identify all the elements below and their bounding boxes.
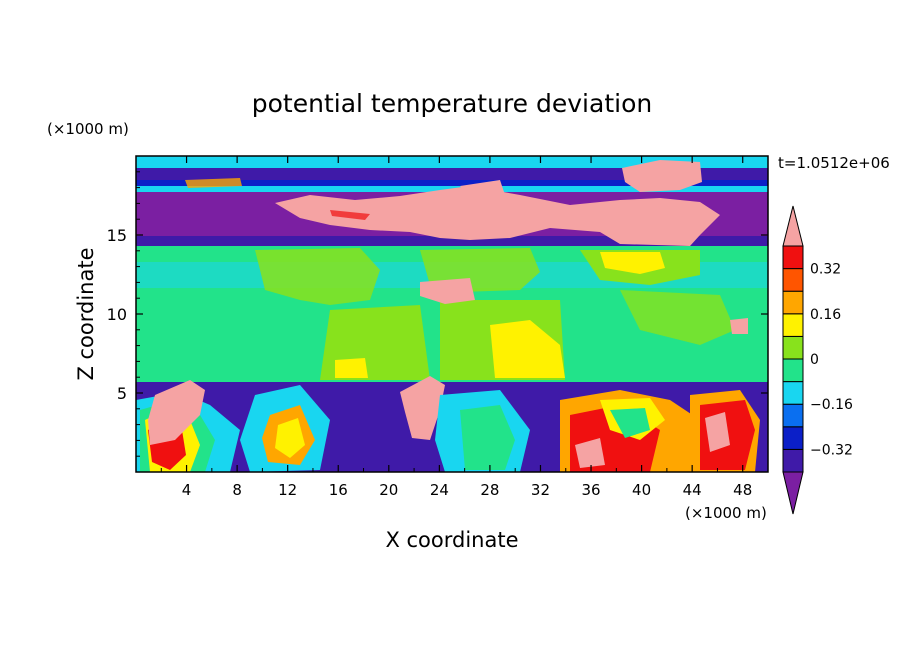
orange-streak <box>185 178 242 188</box>
colorbar: 0.32 0.16 0 −0.16 −0.32 <box>782 205 853 515</box>
x-tick-label: 36 <box>581 481 600 499</box>
colorbar-label: 0 <box>810 352 819 368</box>
colorbar-extend-high <box>782 205 804 247</box>
colorbar-segment <box>782 245 804 270</box>
pink-patch-lower <box>575 438 605 468</box>
colorbar-segment <box>782 381 804 405</box>
colorbar-segment <box>782 290 804 315</box>
band-top-blue <box>136 180 768 186</box>
colorbar-segment <box>782 335 804 360</box>
y-tick-label: 5 <box>117 384 127 403</box>
yellow-blob-top <box>600 252 665 274</box>
x-tick-label: 4 <box>182 481 192 499</box>
green-blob-6 <box>620 290 735 345</box>
band-top-cyan <box>136 156 768 170</box>
x-tick-label: 24 <box>430 481 449 499</box>
lower-green-swirl-4 <box>610 408 650 438</box>
red-edge-streak <box>330 210 370 220</box>
y-axis: 5 10 15 <box>107 171 768 457</box>
colorbar-segment <box>782 403 804 428</box>
plot-area <box>136 156 768 472</box>
colorbar-segment <box>782 313 804 337</box>
pink-plume-left <box>148 380 205 445</box>
x-tick-label: 48 <box>733 481 752 499</box>
pink-plume-top <box>622 160 702 192</box>
x-tick-label: 20 <box>379 481 398 499</box>
lower-yellow-swirl-2 <box>275 418 305 458</box>
chart-title: potential temperature deviation <box>252 89 652 118</box>
yellow-blob-mid <box>490 320 565 378</box>
colorbar-label: 0.16 <box>810 307 841 323</box>
y-axis-label: Z coordinate <box>74 247 98 380</box>
colorbar-extend-low <box>782 471 804 515</box>
x-tick-label: 28 <box>480 481 499 499</box>
colorbar-label: −0.32 <box>810 442 853 458</box>
lower-green-swirl-3 <box>460 405 515 470</box>
colorbar-label: 0.32 <box>810 262 841 278</box>
x-units-label: (×1000 m) <box>685 504 767 522</box>
band-blue-edge <box>136 236 768 246</box>
y-units-label: (×1000 m) <box>47 120 129 138</box>
y-tick-label: 15 <box>107 226 127 245</box>
pink-plume-center <box>400 376 445 440</box>
colorbar-segment <box>782 358 804 383</box>
x-tick-label: 32 <box>531 481 550 499</box>
colorbar-label: −0.16 <box>810 397 853 413</box>
pink-patch-right <box>730 318 748 334</box>
x-tick-label: 40 <box>632 481 651 499</box>
pink-patch-mid <box>420 278 475 304</box>
x-axis-label: X coordinate <box>385 528 518 552</box>
x-tick-label: 16 <box>329 481 348 499</box>
pink-patch-right-lower <box>705 412 730 452</box>
colorbar-segment <box>782 448 804 473</box>
colorbar-segment <box>782 426 804 450</box>
pink-plume <box>275 186 720 246</box>
x-axis: 4 8 12 16 20 24 28 32 36 40 44 48 <box>160 156 752 499</box>
colorbar-segment <box>782 268 804 292</box>
pink-plume-edge <box>460 180 505 198</box>
time-label: t=1.0512e+06 <box>778 154 890 172</box>
x-tick-label: 12 <box>278 481 297 499</box>
yellow-blob-small <box>335 358 368 378</box>
green-blob-1 <box>255 248 380 305</box>
x-tick-label: 44 <box>683 481 702 499</box>
x-tick-label: 8 <box>232 481 242 499</box>
y-tick-label: 10 <box>107 305 127 324</box>
